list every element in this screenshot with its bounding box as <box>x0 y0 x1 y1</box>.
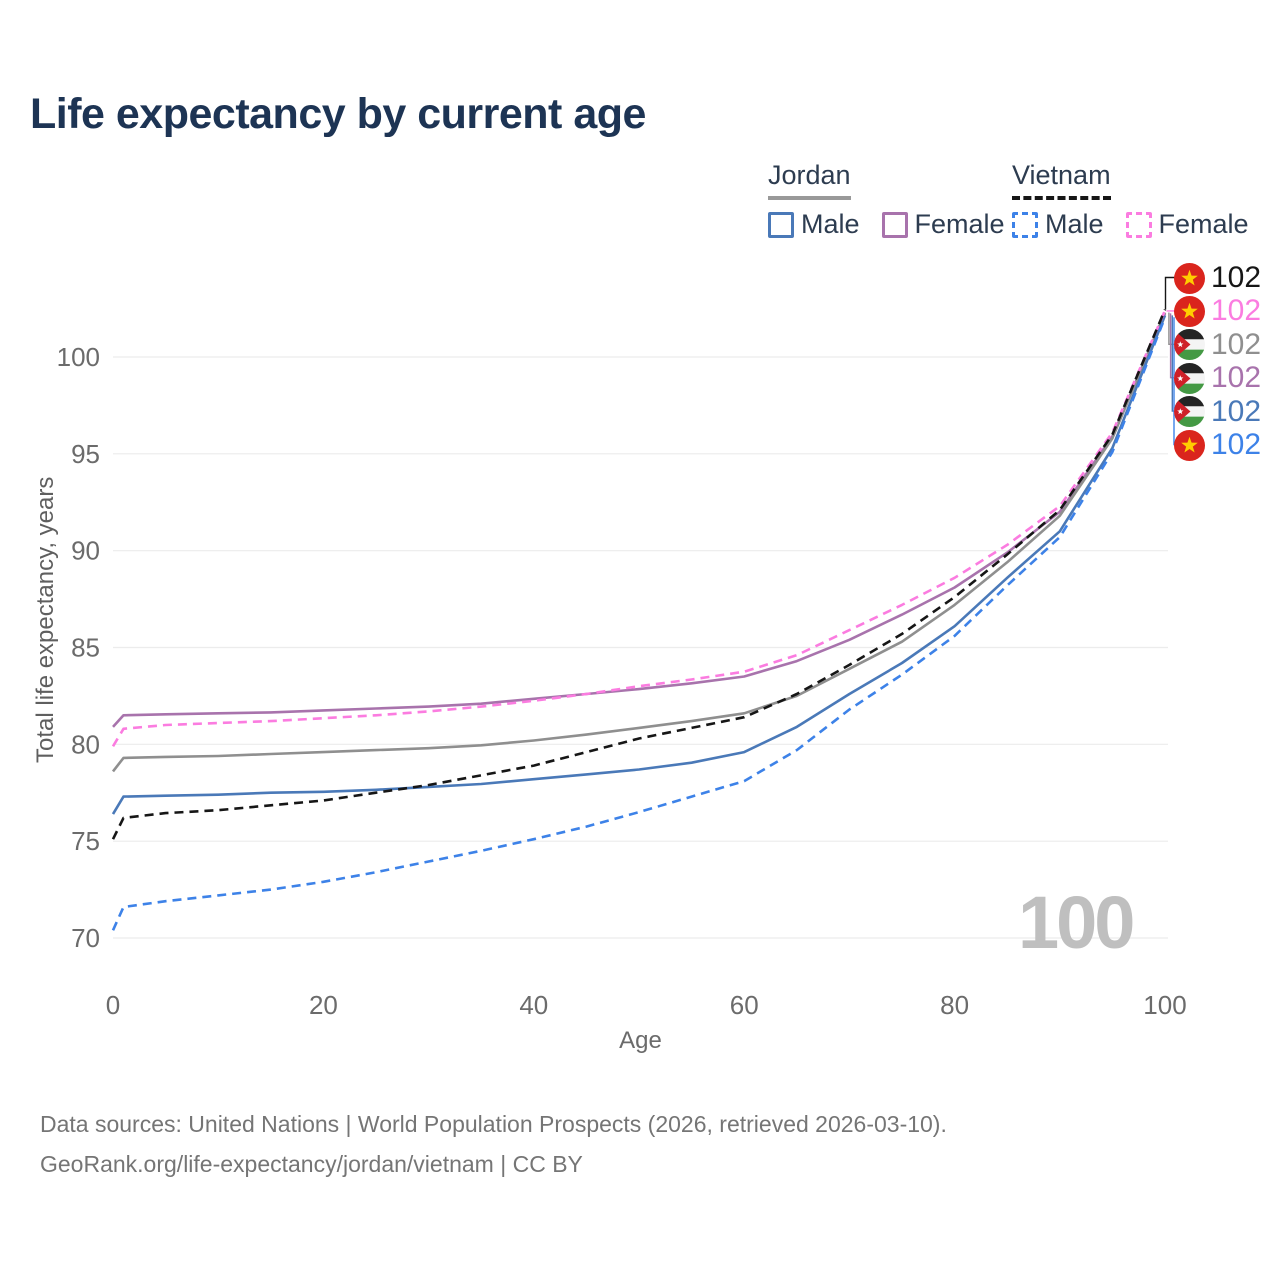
series-line-jordan_total <box>111 311 1167 773</box>
data-series-lines <box>111 309 1167 931</box>
connector-vietnam_total <box>1164 276 1175 310</box>
series-end-label-jordan-female: 102 <box>1174 362 1261 394</box>
axis-tick-labels: 70 75 80 85 90 95 100 0 20 40 60 80 100 <box>57 342 1187 1020</box>
vietnam-flag-icon <box>1174 295 1205 327</box>
gridlines <box>113 356 1168 939</box>
x-tick-label: 0 <box>106 990 120 1020</box>
series-line-jordan_female <box>112 312 1167 728</box>
jordan-flag-icon <box>1174 362 1205 394</box>
y-tick-label: 70 <box>71 923 100 953</box>
x-tick-label: 60 <box>730 990 759 1020</box>
legend-item-jordan-female[interactable]: Female <box>881 209 1005 240</box>
x-tick-label: 40 <box>519 990 548 1020</box>
end-value: 102 <box>1211 394 1262 428</box>
x-tick-label: 80 <box>940 990 969 1020</box>
legend-item-vietnam-female[interactable]: Female <box>1125 209 1249 240</box>
series-line-vietnam_male <box>111 316 1167 931</box>
line-chart: 70 75 80 85 90 95 100 0 20 40 60 80 100 <box>57 276 1187 1020</box>
y-tick-label: 80 <box>71 729 100 759</box>
jordan-female-swatch-icon <box>881 211 908 238</box>
vietnam-flag-icon <box>1174 429 1205 461</box>
jordan-flag-icon <box>1174 329 1205 361</box>
y-tick-label: 75 <box>71 826 100 856</box>
jordan-flag-icon <box>1174 396 1205 428</box>
footer: Data sources: United Nations | World Pop… <box>40 1104 947 1184</box>
legend-label: Male <box>1045 209 1104 239</box>
y-tick-label: 90 <box>71 536 100 566</box>
legend-item-jordan-male[interactable]: Male <box>768 209 860 240</box>
series-end-label-jordan-male: 102 <box>1174 394 1262 428</box>
legend-item-vietnam-male[interactable]: Male <box>1012 209 1104 240</box>
jordan-male-swatch-icon <box>768 211 794 238</box>
legend-group-vietnam: Vietnam Male Female <box>1012 160 1249 240</box>
age-watermark: 100 <box>1018 881 1135 964</box>
footer-data-sources: Data sources: United Nations | World Pop… <box>40 1111 947 1137</box>
legend-group-jordan: Jordan Male Female <box>768 160 1005 240</box>
y-tick-label: 100 <box>57 342 100 372</box>
vietnam-female-swatch-icon <box>1125 211 1152 238</box>
end-value: 102 <box>1211 361 1262 395</box>
legend-country-jordan: Jordan <box>768 160 851 200</box>
series-end-label-vietnam-male: 102 <box>1174 429 1261 461</box>
end-value: 102 <box>1211 327 1262 361</box>
vietnam-flag-icon <box>1174 262 1205 294</box>
y-axis-title: Total life expectancy, years <box>32 476 59 764</box>
y-tick-label: 85 <box>71 632 100 662</box>
legend-label: Female <box>1158 209 1249 239</box>
y-tick-label: 95 <box>71 439 100 469</box>
series-end-label-jordan-total: 102 <box>1174 327 1262 361</box>
legend-label: Female <box>914 209 1005 239</box>
footer-attribution: GeoRank.org/life-expectancy/jordan/vietn… <box>40 1151 583 1177</box>
series-line-jordan_male <box>111 314 1167 815</box>
x-tick-label: 100 <box>1143 990 1186 1020</box>
vietnam-male-swatch-icon <box>1012 211 1038 238</box>
series-end-label-vietnam-total: 102 <box>1174 262 1261 294</box>
x-tick-label: 20 <box>309 990 338 1020</box>
x-axis-title: Age <box>619 1027 662 1054</box>
legend-label: Male <box>801 209 860 239</box>
page-title: Life expectancy by current age <box>30 90 646 138</box>
end-value: 102 <box>1211 261 1262 294</box>
end-value: 102 <box>1211 428 1262 461</box>
end-value: 102 <box>1211 294 1262 328</box>
series-end-label-vietnam-female: 102 <box>1174 295 1261 327</box>
series-line-vietnam_total <box>111 309 1167 840</box>
series-line-vietnam_female <box>111 309 1167 747</box>
legend-country-vietnam: Vietnam <box>1012 160 1111 200</box>
